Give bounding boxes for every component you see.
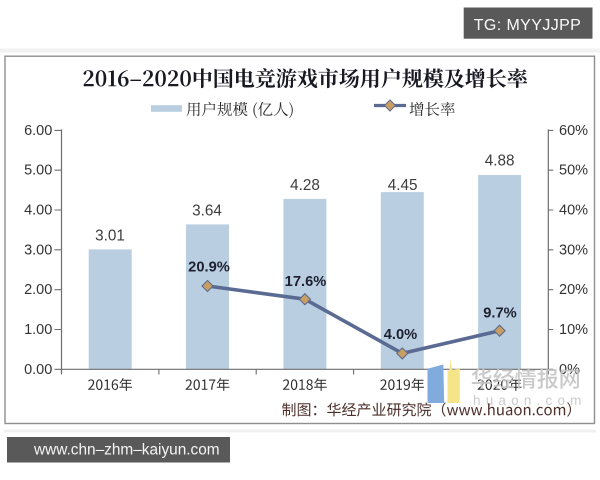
svg-text:4.28: 4.28	[290, 177, 320, 194]
svg-text:www.chn–zhm–kaiyun.com: www.chn–zhm–kaiyun.com	[33, 442, 220, 459]
svg-text:0.00: 0.00	[24, 362, 52, 378]
svg-text:9.7%: 9.7%	[483, 306, 516, 322]
svg-text:17.6%: 17.6%	[285, 274, 327, 290]
svg-text:40%: 40%	[559, 203, 588, 219]
svg-text:20.9%: 20.9%	[188, 260, 230, 276]
svg-text:5.00: 5.00	[24, 163, 52, 179]
svg-text:4.0%: 4.0%	[384, 327, 417, 343]
svg-text:50%: 50%	[559, 163, 588, 179]
svg-text:30%: 30%	[559, 242, 588, 258]
svg-text:4.45: 4.45	[388, 177, 418, 194]
svg-text:20%: 20%	[559, 282, 588, 298]
svg-text:3.64: 3.64	[192, 203, 222, 220]
svg-text:2.00: 2.00	[24, 282, 52, 298]
svg-text:10%: 10%	[559, 322, 588, 338]
svg-text:TG: MYYJJPP: TG: MYYJJPP	[474, 17, 582, 34]
svg-text:huaon.com: huaon.com	[473, 393, 587, 408]
svg-text:4.88: 4.88	[485, 153, 515, 170]
svg-text:6.00: 6.00	[24, 123, 52, 139]
svg-text:4.00: 4.00	[24, 203, 52, 219]
svg-text:3.01: 3.01	[95, 227, 125, 244]
svg-text:60%: 60%	[559, 123, 588, 139]
svg-text:1.00: 1.00	[24, 322, 52, 338]
svg-text:3.00: 3.00	[24, 242, 52, 258]
